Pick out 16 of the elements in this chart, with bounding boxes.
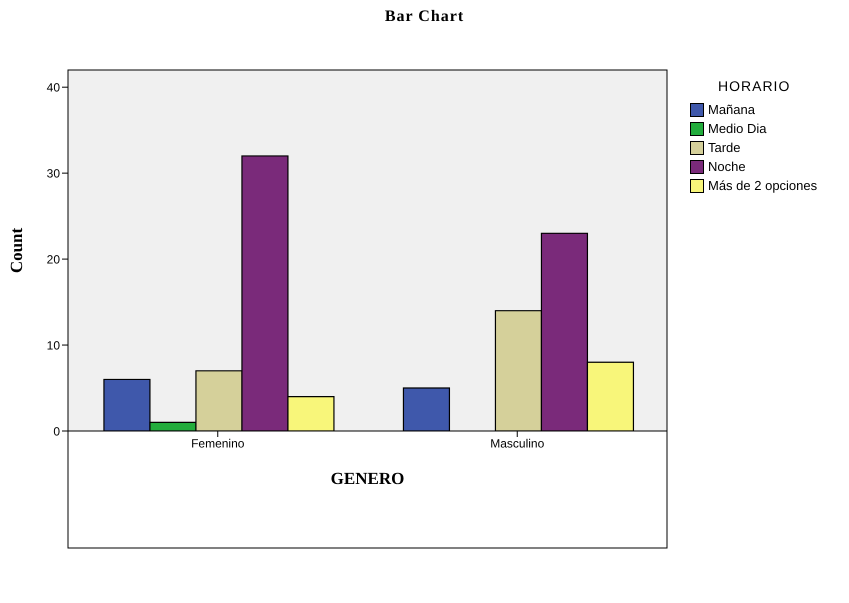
y-tick-label: 20: [46, 252, 60, 266]
y-tick-label: 0: [53, 424, 60, 438]
x-axis-title: GENERO: [330, 469, 404, 488]
chart-title: Bar Chart: [384, 8, 466, 26]
y-tick-label: 10: [46, 338, 60, 352]
y-axis-title: Count: [7, 227, 26, 274]
legend-label: Noche: [708, 159, 746, 174]
legend-title: HORARIO: [718, 78, 792, 94]
legend-label: Más de 2 opciones: [708, 178, 818, 193]
x-tick-label: Femenino: [191, 436, 245, 451]
legend-label: Mañana: [708, 102, 755, 117]
legend-label: Tarde: [708, 140, 741, 155]
x-tick-label: Masculino: [490, 436, 545, 451]
y-tick-label: 40: [46, 80, 60, 94]
y-tick-label: 30: [46, 166, 60, 180]
legend-label: Medio Dia: [708, 121, 767, 136]
